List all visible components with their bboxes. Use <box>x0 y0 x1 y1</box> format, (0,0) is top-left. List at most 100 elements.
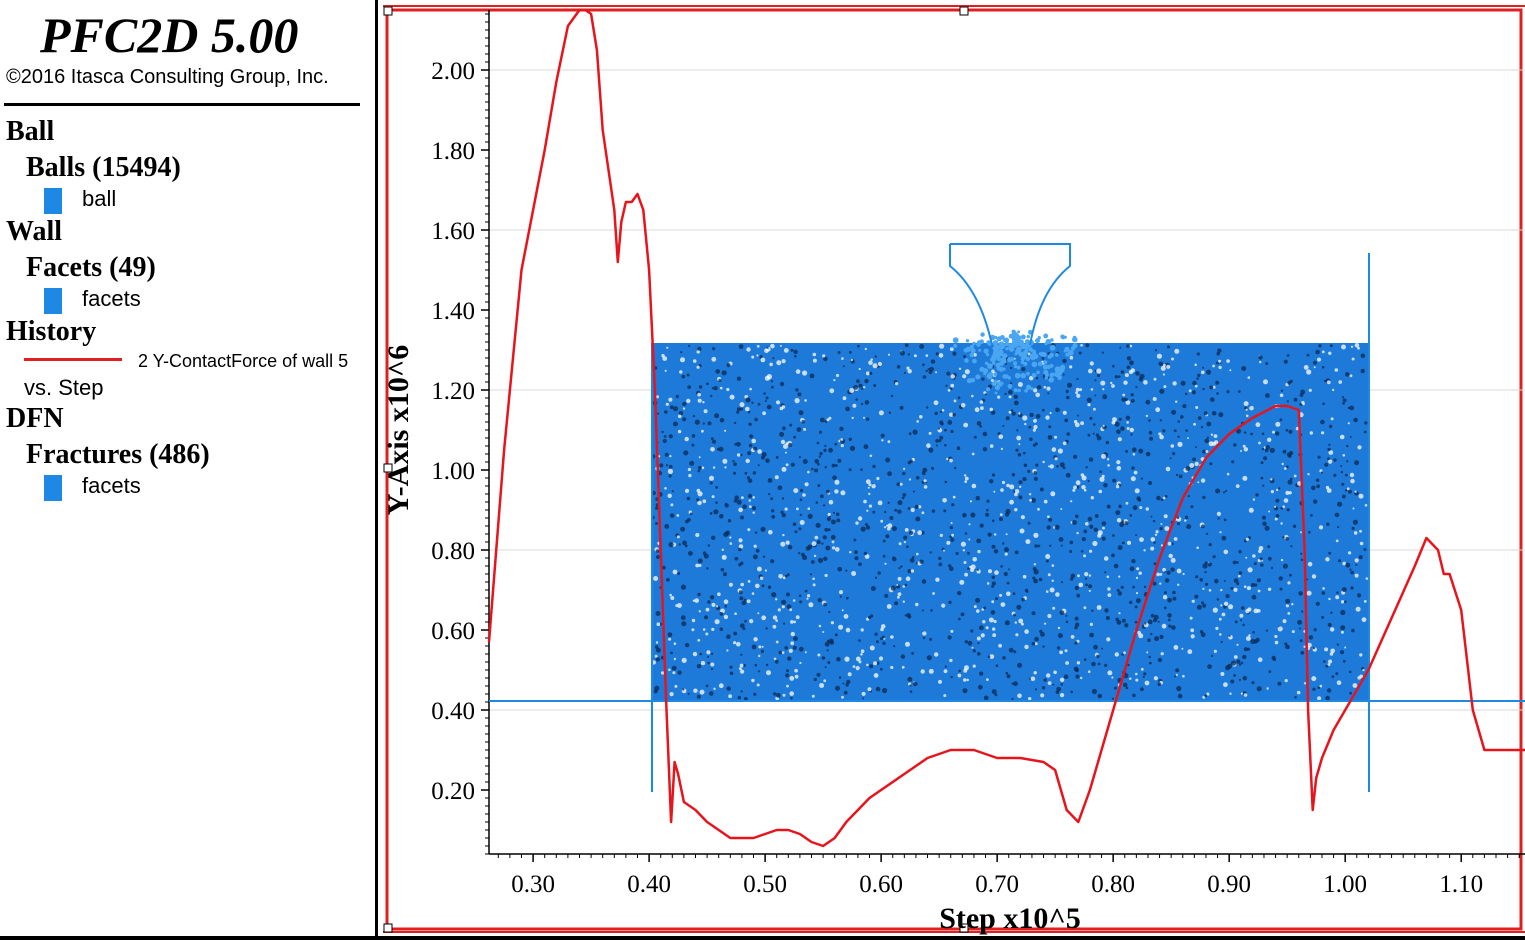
ball-particle <box>1256 578 1261 583</box>
ball-particle <box>1049 587 1055 593</box>
ball-particle <box>863 551 868 556</box>
ball-particle <box>1016 373 1021 378</box>
ball-particle <box>1057 375 1062 381</box>
ball-particle <box>1020 334 1026 340</box>
ball-particle <box>1363 548 1367 551</box>
ball-particle <box>1349 435 1352 438</box>
ball-particle <box>1110 381 1113 385</box>
ball-particle <box>814 459 819 464</box>
ball-particle <box>896 482 901 487</box>
ball-particle <box>824 573 828 578</box>
ball-particle <box>1046 386 1051 391</box>
ball-particle <box>1208 441 1214 447</box>
ball-particle <box>915 476 920 480</box>
ball-particle <box>785 592 790 597</box>
ball-particle <box>689 512 693 516</box>
ball-particle <box>912 429 918 435</box>
ball-particle <box>771 592 777 598</box>
ball-particle <box>1129 514 1133 517</box>
ball-particle <box>1185 429 1188 432</box>
ball-particle <box>1092 540 1098 547</box>
ball-particle <box>1126 365 1131 370</box>
ball-particle <box>699 689 705 695</box>
ball-particle <box>952 351 957 356</box>
ball-particle <box>1354 573 1359 578</box>
ball-particle <box>734 556 739 561</box>
ball-particle <box>1013 394 1018 399</box>
ball-particle <box>1160 498 1164 501</box>
ball-particle <box>1027 521 1031 525</box>
ball-particle <box>1162 496 1166 500</box>
ball-particle <box>1212 555 1216 559</box>
ball-particle <box>971 483 977 489</box>
resize-handle-icon[interactable] <box>383 463 393 473</box>
ball-particle <box>692 414 696 418</box>
ball-particle <box>1255 493 1259 497</box>
ball-particle <box>683 450 689 456</box>
ball-particle <box>1336 591 1339 594</box>
ball-particle <box>1002 374 1007 379</box>
ball-particle <box>1031 355 1036 360</box>
ball-particle <box>764 400 767 403</box>
ball-particle <box>1258 546 1264 551</box>
ball-particle <box>1143 380 1148 385</box>
ball-particle <box>729 536 732 539</box>
resize-handle-icon[interactable] <box>383 6 393 16</box>
legend-category-ball: Ball <box>6 116 55 147</box>
ball-particle <box>900 654 906 659</box>
ball-particle <box>852 665 856 668</box>
ball-particle <box>937 427 941 430</box>
ball-particle <box>707 600 711 604</box>
ball-particle <box>858 660 862 664</box>
ball-particle <box>855 398 858 401</box>
ball-particle <box>985 626 989 630</box>
ball-particle <box>1073 420 1078 424</box>
ball-particle <box>899 350 906 356</box>
ball-particle <box>1051 447 1057 452</box>
ball-particle <box>807 594 811 598</box>
ball-particle <box>1202 387 1205 391</box>
ball-particle <box>1023 343 1030 349</box>
ball-particle <box>749 434 754 439</box>
ball-particle <box>1052 345 1056 349</box>
ball-particle <box>1233 674 1236 677</box>
resize-handle-icon[interactable] <box>959 923 969 933</box>
ball-particle <box>999 361 1004 366</box>
ball-particle <box>733 421 737 425</box>
ball-particle <box>766 404 772 410</box>
ball-particle <box>827 528 831 532</box>
ball-particle <box>779 406 784 411</box>
ball-particle <box>1135 371 1140 376</box>
resize-handle-icon[interactable] <box>383 923 393 933</box>
ball-particle <box>957 673 962 678</box>
ball-particle <box>1303 365 1309 370</box>
ball-particle <box>788 442 793 447</box>
ball-particle <box>1021 367 1026 372</box>
ball-particle <box>1028 493 1032 496</box>
ball-particle <box>1361 617 1367 623</box>
ball-particle <box>815 522 821 528</box>
ball-particle <box>1152 581 1157 586</box>
ball-particle <box>1026 384 1032 390</box>
ball-particle <box>1186 524 1192 530</box>
ball-particle <box>668 397 673 402</box>
ball-particle <box>1106 637 1111 642</box>
ball-particle <box>1240 619 1243 622</box>
ball-particle <box>979 625 984 631</box>
ball-particle <box>868 360 873 366</box>
ball-particle <box>995 597 999 601</box>
ball-particle <box>1080 550 1084 553</box>
resize-handle-icon[interactable] <box>959 6 969 16</box>
ball-particle <box>711 535 716 540</box>
ball-particle <box>1020 515 1025 520</box>
ball-particle <box>785 540 790 545</box>
ball-particle <box>1352 683 1358 688</box>
ball-particle <box>653 576 659 581</box>
ball-particle <box>942 498 947 503</box>
ball-particle <box>752 554 758 560</box>
ball-particle <box>1048 341 1051 345</box>
ball-particle <box>920 669 925 674</box>
ball-particle <box>781 497 785 500</box>
ball-particle <box>682 540 687 546</box>
